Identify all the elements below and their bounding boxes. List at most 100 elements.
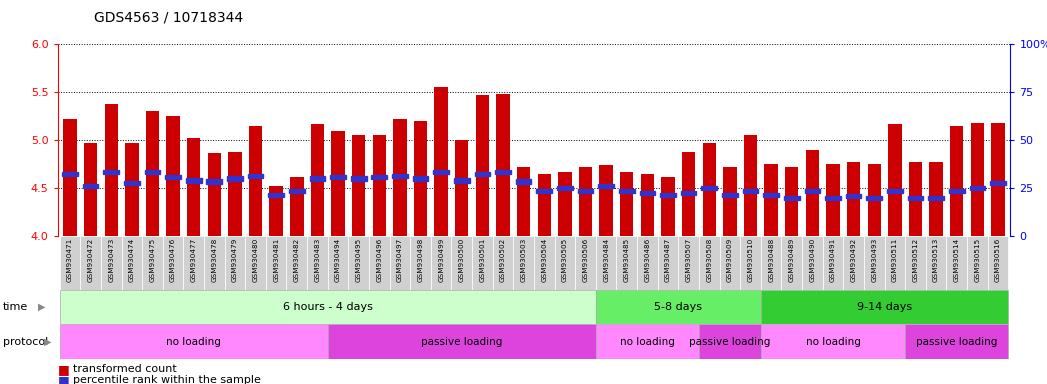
Bar bbox=[431, 236, 451, 290]
Bar bbox=[269, 186, 283, 236]
Bar bbox=[144, 170, 160, 174]
Bar bbox=[186, 179, 201, 183]
Bar bbox=[121, 236, 142, 290]
Bar bbox=[557, 186, 573, 190]
Bar bbox=[475, 95, 489, 236]
Bar bbox=[245, 236, 266, 290]
Text: GSM930474: GSM930474 bbox=[129, 238, 135, 282]
Bar bbox=[970, 186, 985, 190]
Bar bbox=[719, 236, 740, 290]
Bar bbox=[908, 196, 923, 200]
Bar bbox=[142, 236, 162, 290]
Bar bbox=[373, 136, 386, 236]
Bar bbox=[228, 152, 242, 236]
Text: GSM930491: GSM930491 bbox=[830, 238, 836, 282]
Bar bbox=[433, 170, 449, 174]
Bar bbox=[681, 191, 696, 195]
Text: passive loading: passive loading bbox=[689, 337, 771, 347]
Bar bbox=[703, 143, 716, 236]
Bar bbox=[162, 236, 183, 290]
Text: GSM930515: GSM930515 bbox=[975, 238, 980, 282]
Bar bbox=[742, 189, 758, 193]
Text: GSM930506: GSM930506 bbox=[582, 238, 588, 282]
Bar bbox=[701, 186, 717, 190]
Bar bbox=[867, 196, 882, 200]
Bar bbox=[165, 175, 181, 179]
Bar bbox=[311, 124, 325, 236]
Text: ▶: ▶ bbox=[38, 302, 45, 312]
Bar bbox=[537, 174, 551, 236]
Text: GSM930488: GSM930488 bbox=[768, 238, 774, 282]
Text: GSM930499: GSM930499 bbox=[438, 238, 444, 282]
Bar bbox=[949, 189, 964, 193]
Bar bbox=[761, 324, 906, 359]
Bar bbox=[784, 196, 800, 200]
Bar bbox=[328, 324, 596, 359]
Bar bbox=[682, 152, 695, 236]
Text: GSM930514: GSM930514 bbox=[954, 238, 960, 282]
Bar bbox=[864, 236, 885, 290]
Bar bbox=[330, 175, 346, 179]
Bar bbox=[60, 236, 81, 290]
Bar bbox=[699, 236, 719, 290]
Bar bbox=[906, 236, 926, 290]
Bar bbox=[699, 324, 761, 359]
Bar bbox=[413, 177, 428, 181]
Bar bbox=[369, 236, 389, 290]
Text: passive loading: passive loading bbox=[421, 337, 503, 347]
Text: GSM930482: GSM930482 bbox=[294, 238, 299, 282]
Bar bbox=[81, 236, 101, 290]
Bar bbox=[661, 193, 676, 197]
Bar bbox=[578, 189, 594, 193]
Text: GSM930512: GSM930512 bbox=[913, 238, 918, 282]
Bar bbox=[124, 181, 139, 185]
Bar bbox=[389, 236, 410, 290]
Bar bbox=[826, 164, 840, 236]
Text: GSM930485: GSM930485 bbox=[624, 238, 630, 282]
Bar bbox=[249, 126, 262, 236]
Bar bbox=[764, 164, 778, 236]
Bar bbox=[287, 236, 307, 290]
Bar bbox=[847, 162, 861, 236]
Bar bbox=[929, 196, 944, 200]
Text: GSM930505: GSM930505 bbox=[562, 238, 567, 282]
Bar bbox=[392, 174, 407, 178]
Text: GSM930481: GSM930481 bbox=[273, 238, 280, 282]
Text: GSM930497: GSM930497 bbox=[397, 238, 403, 282]
Text: GSM930492: GSM930492 bbox=[850, 238, 856, 282]
Bar bbox=[596, 290, 761, 324]
Bar bbox=[536, 189, 552, 193]
Bar bbox=[930, 162, 942, 236]
Bar bbox=[204, 236, 225, 290]
Bar bbox=[804, 189, 820, 193]
Text: no loading: no loading bbox=[166, 337, 221, 347]
Bar bbox=[617, 236, 637, 290]
Bar bbox=[183, 236, 204, 290]
Bar bbox=[843, 236, 864, 290]
Bar bbox=[888, 124, 901, 236]
Text: GSM930513: GSM930513 bbox=[933, 238, 939, 282]
Bar bbox=[868, 164, 881, 236]
Bar bbox=[987, 236, 1008, 290]
Bar bbox=[971, 123, 984, 236]
Bar bbox=[496, 94, 510, 236]
Bar bbox=[495, 170, 511, 174]
Bar bbox=[761, 236, 781, 290]
Text: GSM930477: GSM930477 bbox=[191, 238, 197, 282]
Text: time: time bbox=[3, 302, 28, 312]
Bar bbox=[349, 236, 369, 290]
Bar bbox=[187, 138, 200, 236]
Bar bbox=[394, 119, 406, 236]
Bar bbox=[641, 174, 654, 236]
Bar bbox=[410, 236, 431, 290]
Bar bbox=[596, 236, 617, 290]
Bar bbox=[823, 236, 843, 290]
Bar bbox=[474, 172, 490, 176]
Bar bbox=[723, 167, 737, 236]
Bar bbox=[825, 196, 841, 200]
Bar bbox=[225, 236, 245, 290]
Text: percentile rank within the sample: percentile rank within the sample bbox=[73, 375, 261, 384]
Bar bbox=[207, 152, 221, 236]
Bar bbox=[806, 150, 819, 236]
Text: 6 hours - 4 days: 6 hours - 4 days bbox=[283, 302, 373, 312]
